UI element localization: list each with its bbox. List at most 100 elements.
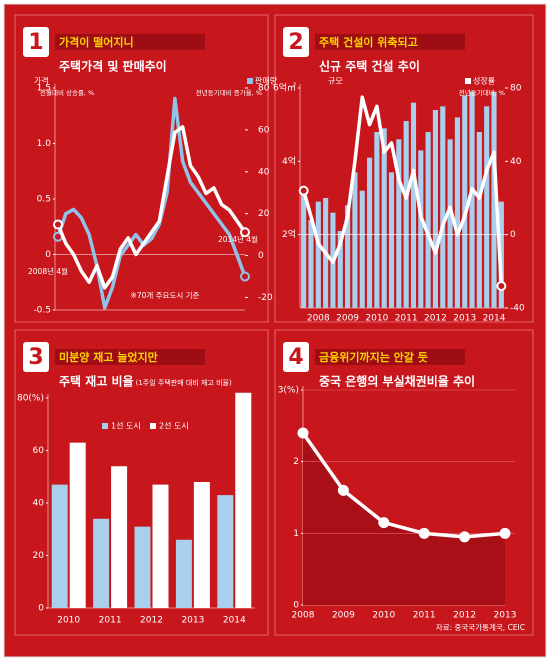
y-tick-label: 0.5 — [37, 195, 51, 205]
y-tick-label: 2억 — [282, 228, 296, 240]
badge-number: 1 — [28, 30, 43, 55]
legend-swatch — [150, 423, 156, 429]
bar — [418, 150, 424, 308]
bar — [476, 132, 482, 308]
bar — [175, 539, 192, 608]
x-tick-label: 2013 — [181, 616, 204, 626]
line — [301, 95, 504, 287]
y-tick-label: 20 — [33, 551, 45, 561]
y-tick-label: 80(%) — [17, 394, 44, 404]
panel-title: 금융위기까지는 안갈 듯 — [319, 350, 428, 364]
bar — [425, 132, 431, 308]
legend-label: 2선 도시 — [159, 422, 189, 431]
bar — [308, 220, 314, 308]
y2-tick-label: 0 — [510, 230, 516, 240]
legend-box — [95, 418, 195, 434]
bar — [193, 482, 210, 608]
panel-title: 가격이 떨어지니 — [59, 35, 134, 49]
y-tick-label: 1.0 — [37, 139, 52, 149]
bar — [352, 172, 358, 308]
bar — [403, 121, 409, 308]
bar — [217, 495, 234, 608]
y-tick-label: 4억 — [282, 155, 296, 167]
y2-unit: 전년동기대비 증가율, % — [196, 88, 262, 97]
x-tick-label: 2012 — [140, 616, 163, 626]
bar — [235, 392, 252, 608]
x-tick-label: 2010 — [365, 314, 388, 324]
panel-subtitle: 신규 주택 건설 추이 — [319, 59, 420, 74]
bar — [491, 91, 497, 309]
title-band — [55, 34, 205, 50]
legend-label: 판매량 — [255, 76, 278, 86]
bar — [111, 466, 128, 608]
bar — [469, 91, 475, 309]
source: 자료: 중국국가통계국, CEIC — [436, 622, 525, 632]
legend-swatch — [102, 423, 108, 429]
badge — [23, 27, 49, 57]
x-tick-label: 2011 — [395, 314, 418, 324]
bar — [374, 132, 380, 308]
point — [496, 281, 507, 291]
x-tick-label: 2010 — [57, 616, 80, 626]
legend-label: 1선 도시 — [111, 422, 141, 431]
line — [56, 96, 247, 310]
y2-unit: 전년동기대비, % — [459, 88, 505, 97]
x-tick-label: 2011 — [99, 616, 122, 626]
bar — [134, 526, 151, 608]
x-tick-label: 2013 — [494, 611, 517, 621]
point — [459, 531, 471, 543]
y2-tick-label: -40 — [510, 304, 525, 314]
panel-subtitle: 주택가격 및 판매추이 — [59, 59, 167, 74]
legend-label: 가격 — [34, 76, 49, 86]
bar — [447, 139, 453, 308]
bar — [462, 95, 468, 308]
point — [240, 227, 250, 238]
point — [378, 517, 390, 529]
y-tick-label: 0 — [45, 250, 51, 260]
x-tick-label: 2012 — [453, 611, 476, 621]
badge-number: 3 — [28, 345, 43, 370]
y2-tick-label: 60 — [258, 125, 270, 135]
point — [240, 271, 250, 282]
bar — [410, 102, 417, 309]
bar — [152, 484, 169, 608]
y2-tick-label: -20 — [258, 293, 273, 303]
y2-tick-label: 40 — [510, 157, 522, 167]
title-band — [315, 34, 465, 50]
badge — [23, 342, 49, 372]
x-tick-label: 2014 — [223, 616, 246, 626]
x-tick-label: 2014 — [483, 314, 506, 324]
bar — [396, 139, 402, 308]
panel-frame — [14, 14, 269, 323]
x-tick-label: 2013 — [453, 314, 476, 324]
point — [298, 185, 309, 196]
annotation: 2014년 4월 — [218, 234, 258, 244]
bar — [366, 157, 373, 308]
y2-tick-label: 80 — [258, 84, 270, 94]
y-tick-label: 40 — [33, 499, 45, 509]
x-tick-label: 2012 — [424, 314, 447, 324]
panel-subtitle: 주택 재고 비율 — [59, 374, 134, 389]
y2-tick-label: 0 — [258, 251, 264, 261]
bar — [345, 205, 351, 308]
bar — [381, 128, 387, 308]
point — [337, 484, 349, 496]
point — [499, 527, 511, 539]
y2-tick-label: 80 — [510, 84, 522, 94]
y-tick-label: 1 — [293, 529, 299, 539]
x-tick-label: 2009 — [336, 314, 359, 324]
legend-swatch — [465, 78, 471, 84]
bar — [69, 442, 86, 608]
subtitle-note: (1주일 주택판매 대비 재고 비율) — [136, 378, 232, 387]
x-tick-label: 2008 — [292, 611, 315, 621]
x-tick-label: 2008 — [307, 314, 330, 324]
y-tick-label: 60 — [33, 446, 45, 456]
y2-tick-label: 20 — [258, 209, 270, 219]
badge-number: 4 — [288, 345, 303, 370]
y-tick-label: -0.5 — [33, 306, 51, 316]
point — [297, 427, 309, 439]
annotation: 2008년 4월 — [28, 266, 68, 276]
y-tick-label: 0 — [293, 601, 299, 611]
title-band — [55, 349, 205, 365]
panel-title: 미분양 재고 늘었지만 — [59, 350, 158, 364]
